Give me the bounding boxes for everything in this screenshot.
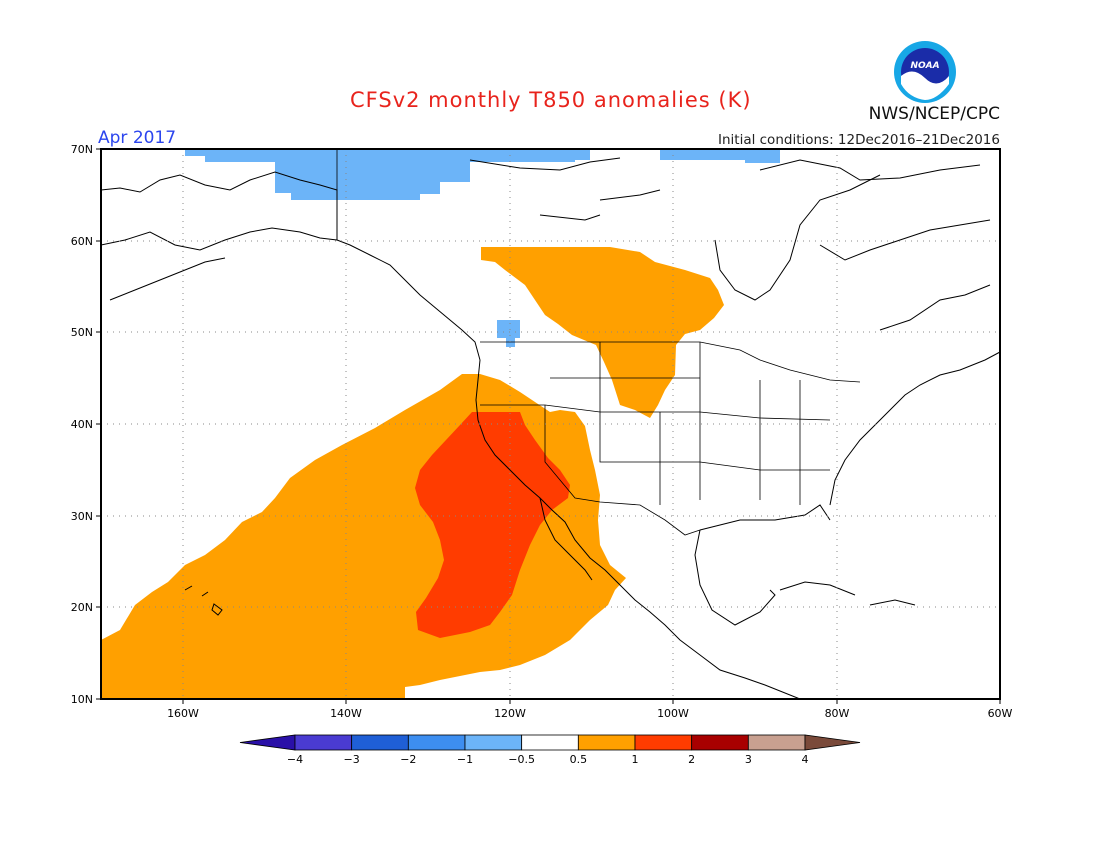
- colorbar: −4 −3 −2 −1 −0.5 0.5 1 2 3 4: [239, 734, 861, 766]
- lon-labels: 160W 140W 120W 100W 80W 60W: [167, 707, 1012, 720]
- colorbar-swatch: [634, 734, 693, 751]
- lat-label: 50N: [71, 326, 93, 339]
- colorbar-swatch: [407, 734, 466, 751]
- axis-ticks: [96, 148, 1001, 704]
- coastlines: [101, 157, 1000, 699]
- lat-labels: 70N 60N 50N 40N 30N 20N 10N: [71, 143, 93, 706]
- lon-label: 80W: [825, 707, 850, 720]
- colorbar-swatch: [577, 734, 636, 751]
- lat-label: 30N: [71, 510, 93, 523]
- california-baja-warm-core: [415, 412, 570, 638]
- canada-warm-anomaly: [481, 247, 724, 418]
- colorbar-label: 2: [688, 753, 695, 766]
- lon-label: 100W: [657, 707, 689, 720]
- political-borders: [336, 149, 861, 536]
- lat-label: 70N: [71, 143, 93, 156]
- arctic-cool-anomaly-east: [660, 149, 780, 163]
- colorbar-label: −3: [344, 753, 360, 766]
- lat-label: 10N: [71, 693, 93, 706]
- bc-cool-patch: [497, 320, 520, 347]
- colorbar-swatch: [521, 734, 579, 751]
- lon-label: 160W: [167, 707, 199, 720]
- colorbar-low-arrow: [239, 734, 296, 751]
- colorbar-swatch: [351, 734, 409, 751]
- chart-title: CFSv2 monthly T850 anomalies (K): [350, 88, 752, 112]
- lon-label: 60W: [988, 707, 1013, 720]
- noaa-logo-icon: NOAA: [894, 41, 956, 103]
- colorbar-label: 3: [745, 753, 752, 766]
- colorbar-swatch: [294, 734, 353, 751]
- colorbar-label: 1: [632, 753, 639, 766]
- colorbar-label: −0.5: [508, 753, 535, 766]
- lon-label: 140W: [330, 707, 362, 720]
- arctic-cool-anomaly: [185, 149, 590, 200]
- colorbar-label: −4: [287, 753, 303, 766]
- lat-label: 20N: [71, 601, 93, 614]
- lat-label: 60N: [71, 235, 93, 248]
- initial-conditions: Initial conditions: 12Dec2016–21Dec2016: [717, 132, 1000, 148]
- lat-label: 40N: [71, 418, 93, 431]
- lon-label: 120W: [494, 707, 526, 720]
- colorbar-swatch: [691, 734, 749, 751]
- colorbar-label: −2: [400, 753, 416, 766]
- svg-text:NOAA: NOAA: [910, 61, 939, 71]
- colorbar-label: 4: [802, 753, 809, 766]
- colorbar-label: 0.5: [570, 753, 588, 766]
- agency-label: NWS/NCEP/CPC: [868, 104, 1000, 124]
- forecast-period: Apr 2017: [98, 128, 177, 148]
- colorbar-high-arrow: [804, 734, 861, 751]
- colorbar-swatch: [464, 734, 523, 751]
- colorbar-swatch: [747, 734, 806, 751]
- colorbar-label: −1: [457, 753, 473, 766]
